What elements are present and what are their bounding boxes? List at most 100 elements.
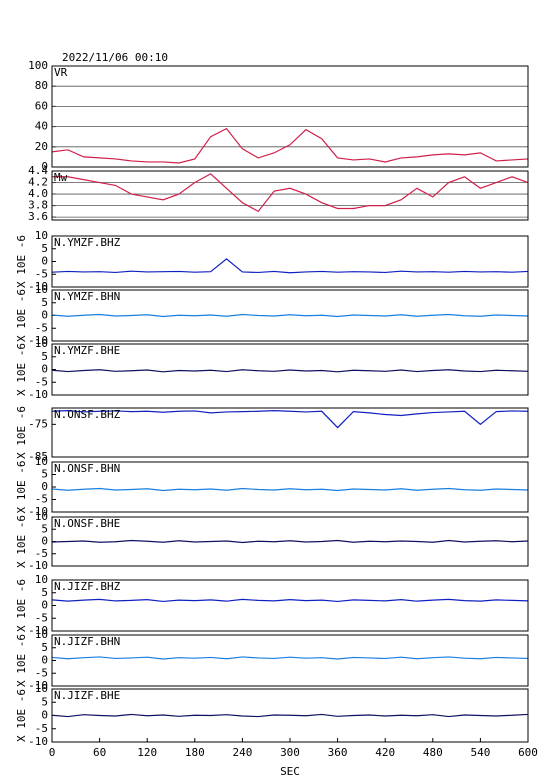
panel-frame [51,516,529,567]
y-tick-label: 0 [41,160,48,173]
channel-name: N.ONSF.BHZ [54,408,121,421]
y-tick-label: 5 [41,242,48,255]
y-axis-label: X 10E -6 [15,461,28,514]
y-tick-label: 100 [28,59,48,72]
y-tick-label: 80 [35,79,48,92]
panel-frame [51,343,529,396]
y-tick-label: -10 [28,505,48,518]
y-tick-label: 10 [35,573,48,586]
x-tick-label: 600 [518,746,538,759]
channel-name: N.JIZF.BHZ [54,580,121,593]
y-tick-label: 10 [35,455,48,468]
y-tick-label: 4.0 [28,187,48,200]
channel-name: N.YMZF.BHN [54,290,120,303]
y-tick-label: 5 [41,350,48,363]
trace-line [51,487,529,492]
panel-frame [51,407,529,458]
y-axis-label: X 10E -6 [15,634,28,687]
channel-name: N.ONSF.BHN [54,462,120,475]
x-tick-label: 420 [375,746,395,759]
y-tick-label: -5 [35,493,48,506]
trace-line [51,127,529,164]
channel-name: N.ONSF.BHE [54,517,120,530]
y-tick-label: 0 [41,654,48,667]
y-tick-label: 10 [35,283,48,296]
y-tick-label: 5 [41,296,48,309]
y-tick-label: -75 [28,417,48,430]
y-tick-label: 0 [41,709,48,722]
channel-name: N.JIZF.BHE [54,689,120,702]
x-tick-label: 360 [328,746,348,759]
y-tick-label: 10 [35,229,48,242]
panel-frame [51,461,529,513]
y-tick-label: 3.6 [28,210,48,223]
trace-line [52,173,529,213]
x-tick-label: 0 [49,746,56,759]
panel-frame [51,579,529,632]
trace-line [51,369,529,373]
y-tick-label: 5 [41,695,48,708]
y-tick-label: -5 [35,547,48,560]
y-tick-label: -10 [28,334,48,347]
y-axis-label: X 10E -6 [15,515,28,568]
panel-frame [51,170,529,221]
y-tick-label: 4.2 [28,176,48,189]
y-tick-label: 0 [41,363,48,376]
x-tick-label: 120 [137,746,157,759]
y-tick-label: -10 [28,388,48,401]
channel-name: Mw [54,171,68,184]
trace-line [51,313,529,318]
y-tick-label: 10 [35,628,48,641]
trace-line [51,258,529,274]
y-tick-label: -10 [28,559,48,572]
trace-line [51,713,529,718]
y-axis-label: X 10E -6 [15,343,28,396]
trace-line [51,539,529,544]
y-tick-label: -5 [35,375,48,388]
panel-frame [51,289,529,342]
channel-name: VR [54,66,68,79]
y-tick-label: 60 [35,99,48,112]
y-tick-label: 3.8 [28,199,48,212]
y-tick-label: 5 [41,468,48,481]
y-tick-label: -10 [28,679,48,692]
y-tick-label: 0 [41,255,48,268]
x-tick-label: 480 [423,746,443,759]
trace-line [51,598,529,603]
y-tick-label: 0 [41,535,48,548]
y-tick-label: -5 [35,611,48,624]
y-tick-label: 4.4 [28,164,48,177]
y-axis-label: X 10E -6 [15,689,28,742]
channel-name: N.YMZF.BHZ [54,236,121,249]
panel-frame [51,634,529,687]
y-tick-label: -5 [35,321,48,334]
y-tick-label: 0 [41,599,48,612]
y-tick-label: -10 [28,624,48,637]
x-tick-label: 180 [185,746,205,759]
channel-name: N.JIZF.BHN [54,635,120,648]
y-tick-label: -85 [28,450,48,463]
channel-name: N.YMZF.BHE [54,344,120,357]
x-tick-label: 240 [232,746,252,759]
y-tick-label: 20 [35,140,48,153]
trace-line [51,410,529,429]
panel-frame [51,235,529,288]
x-tick-label: 60 [93,746,106,759]
x-tick-label: 300 [280,746,300,759]
y-tick-label: -10 [28,280,48,293]
y-tick-label: 5 [41,522,48,535]
chart-title: 2022/11/06 00:10 [62,51,168,64]
y-tick-label: -5 [35,267,48,280]
y-tick-label: -10 [28,735,48,748]
y-tick-label: 10 [35,337,48,350]
y-axis-label: X 10E -6 [15,289,28,342]
y-tick-label: 10 [35,682,48,695]
x-axis-label: SEC [280,765,300,778]
y-axis-label: X 10E -6 [15,406,28,459]
trace-line [51,656,529,660]
y-tick-label: -5 [35,666,48,679]
y-axis-label: X 10E -6 [15,579,28,632]
x-tick-label: 540 [470,746,490,759]
y-axis-label: X 10E -6 [15,235,28,288]
